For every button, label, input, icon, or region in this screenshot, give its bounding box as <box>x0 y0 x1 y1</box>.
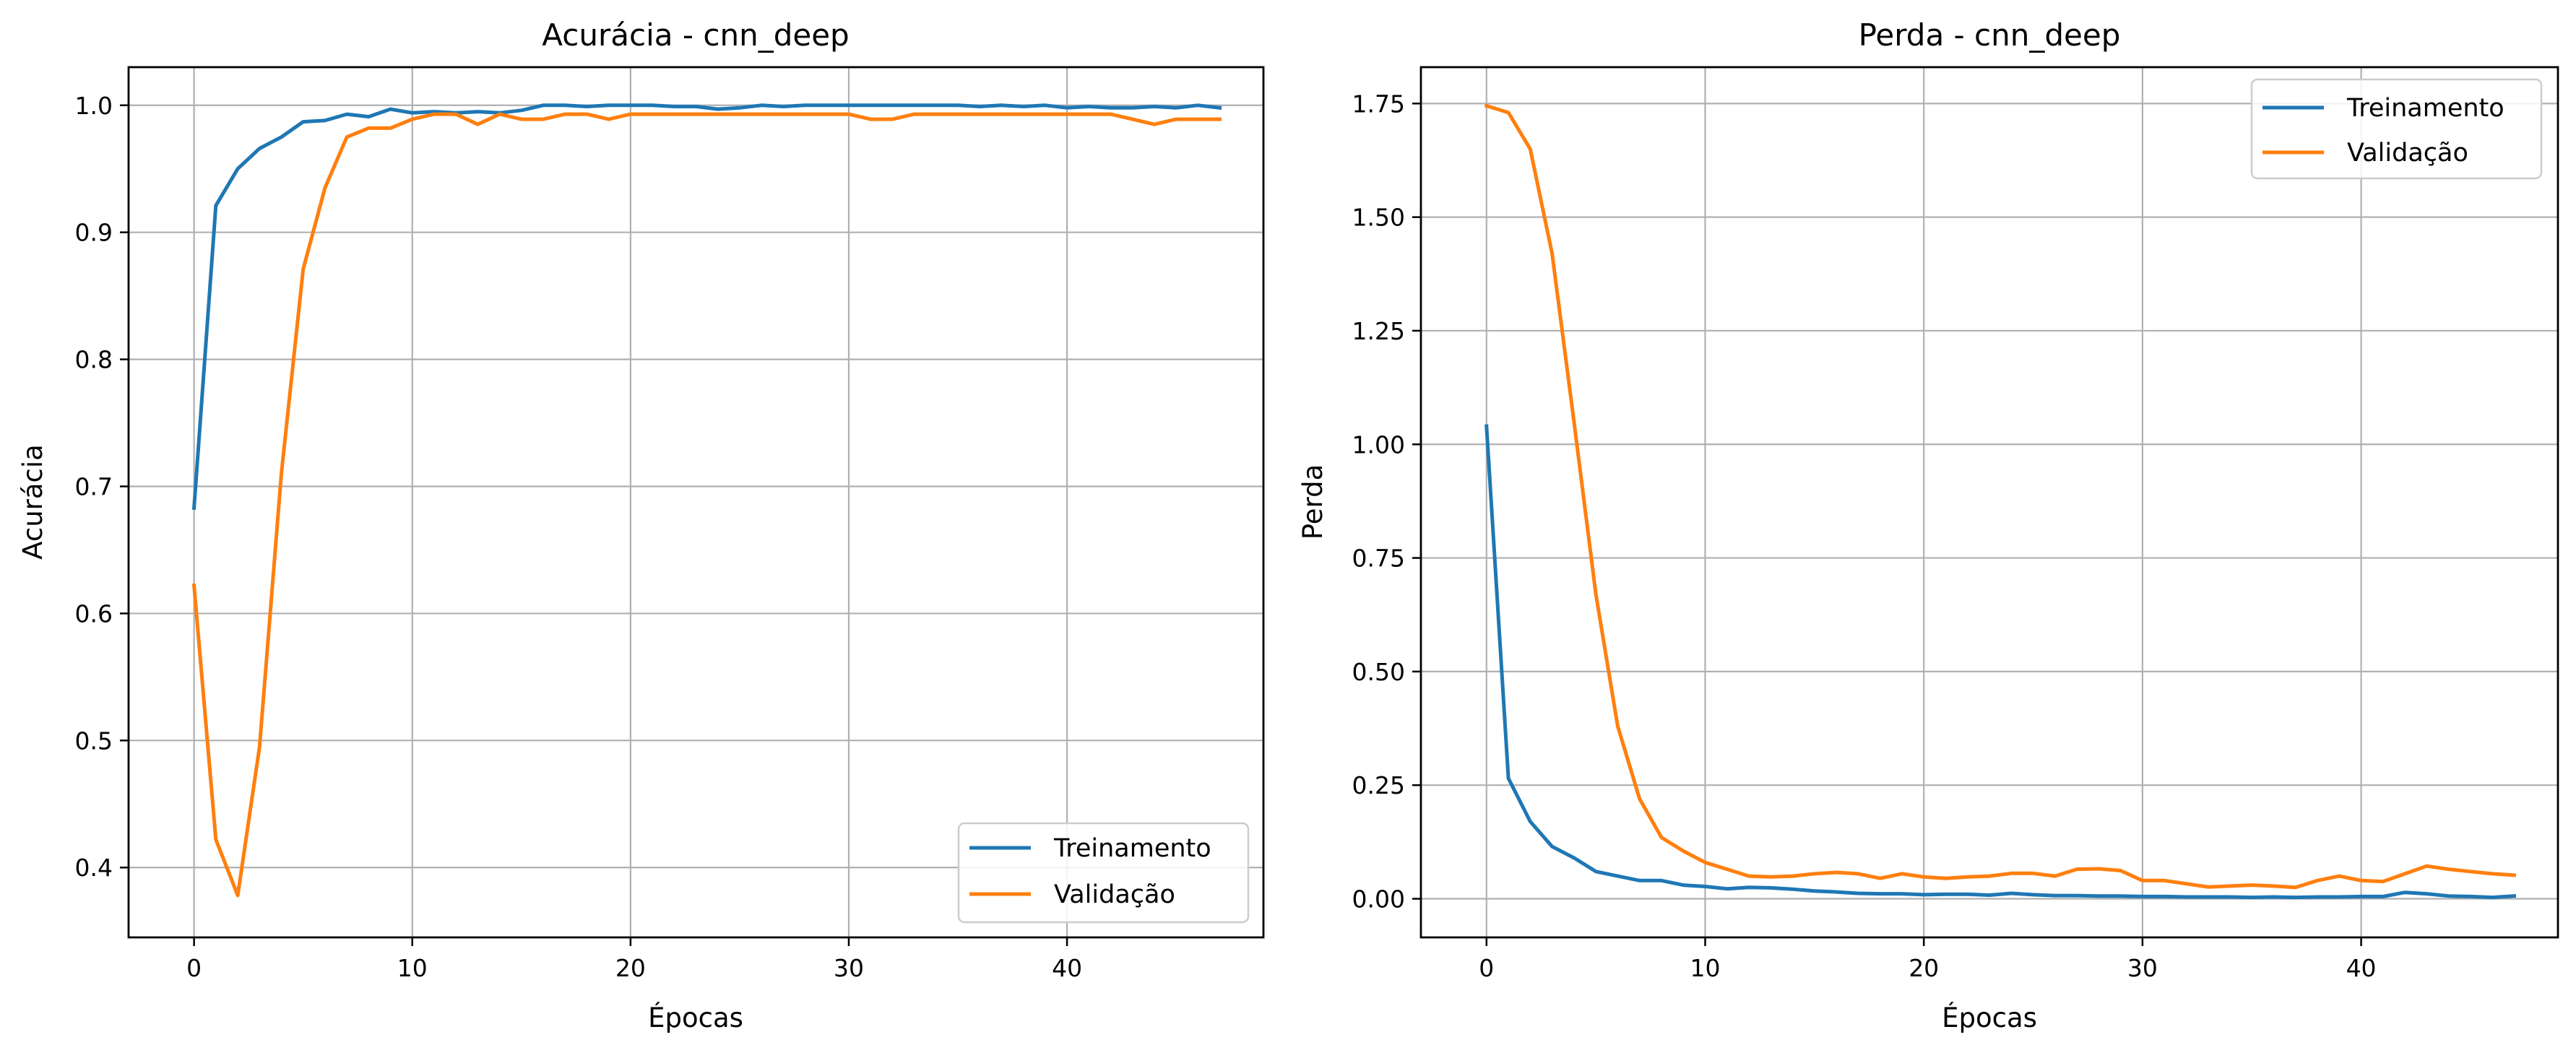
accuracy-x-axis-label: Épocas <box>648 1002 743 1033</box>
accuracy-series <box>191 103 1222 898</box>
loss-legend-box <box>2250 78 2543 180</box>
accuracy-x-tick-label-3: 30 <box>834 954 864 982</box>
loss-y-tick-label-4: 1.00 <box>1352 430 1405 459</box>
loss-y-tick-label-1: 0.25 <box>1352 771 1405 799</box>
loss-y-tick-label-3: 0.75 <box>1352 545 1405 573</box>
accuracy-x-tick-label-1: 10 <box>397 954 428 982</box>
accuracy-x-tick-label-0: 0 <box>186 954 202 982</box>
loss-y-tick-label-5: 1.25 <box>1352 317 1405 345</box>
loss-y-tick-label-6: 1.50 <box>1352 204 1405 232</box>
loss-axes-frame <box>1419 66 2559 939</box>
loss-x-tick-label-0: 0 <box>1479 954 1494 982</box>
accuracy-x-tick-label-2: 20 <box>615 954 646 982</box>
loss-series-train-line <box>1484 424 2517 900</box>
accuracy-x-tick-label-4: 40 <box>1052 954 1082 982</box>
loss-legend-val-label: Validação <box>2347 139 2468 168</box>
accuracy-legend-val-label: Validação <box>1054 880 1175 909</box>
accuracy-ticks: 0 10 20 30 40 0.4 0.5 0.6 0.7 0.8 0.9 1.0 <box>75 92 1083 982</box>
accuracy-y-axis-label: Acurácia <box>17 444 48 560</box>
accuracy-y-tick-label-6: 1.0 <box>75 92 113 120</box>
loss-legend: Treinamento Validação <box>2250 78 2543 180</box>
accuracy-y-tick-label-3: 0.7 <box>75 473 113 501</box>
loss-y-tick-label-0: 0.00 <box>1352 885 1405 914</box>
loss-x-axis-label: Épocas <box>1942 1002 2037 1033</box>
accuracy-series-val-line <box>191 112 1222 898</box>
loss-series-val-line <box>1484 103 2517 890</box>
accuracy-y-tick-label-5: 0.9 <box>75 219 113 247</box>
loss-legend-train-label: Treinamento <box>2346 94 2504 123</box>
loss-chart-title: Perda - cnn_deep <box>1859 17 2121 53</box>
loss-y-axis-label: Perda <box>1297 464 1328 539</box>
loss-series <box>1484 103 2517 900</box>
accuracy-chart: Acurácia - cnn_deep 0 10 20 30 40 0.4 0.5 0.6 0.… <box>17 17 1265 1033</box>
accuracy-legend-box <box>957 822 1250 924</box>
accuracy-legend-train-label: Treinamento <box>1053 834 1211 863</box>
loss-x-tick-label-3: 30 <box>2127 954 2158 982</box>
loss-ticks: 0 10 20 30 40 0.00 0.25 0.50 0.75 1.00 1.25 1.50 1.7… <box>1352 90 2377 982</box>
loss-chart: Perda - cnn_deep 0 10 20 30 40 0.00 0.25 0.50 0.… <box>1297 17 2559 1033</box>
loss-x-tick-label-2: 20 <box>1909 954 1939 982</box>
accuracy-y-tick-label-0: 0.4 <box>75 854 113 882</box>
loss-x-tick-label-4: 40 <box>2346 954 2377 982</box>
loss-x-tick-label-1: 10 <box>1690 954 1721 982</box>
accuracy-y-tick-label-2: 0.6 <box>75 599 113 628</box>
loss-y-tick-label-2: 0.50 <box>1352 658 1405 686</box>
accuracy-y-tick-label-1: 0.5 <box>75 727 113 755</box>
accuracy-series-train-line <box>191 103 1222 511</box>
loss-y-tick-label-7: 1.75 <box>1352 90 1405 118</box>
accuracy-y-tick-label-4: 0.8 <box>75 346 113 374</box>
accuracy-chart-title: Acurácia - cnn_deep <box>542 17 849 53</box>
accuracy-axes-frame <box>127 66 1265 939</box>
accuracy-legend: Treinamento Validação <box>957 822 1250 924</box>
loss-grid <box>1421 67 2558 937</box>
